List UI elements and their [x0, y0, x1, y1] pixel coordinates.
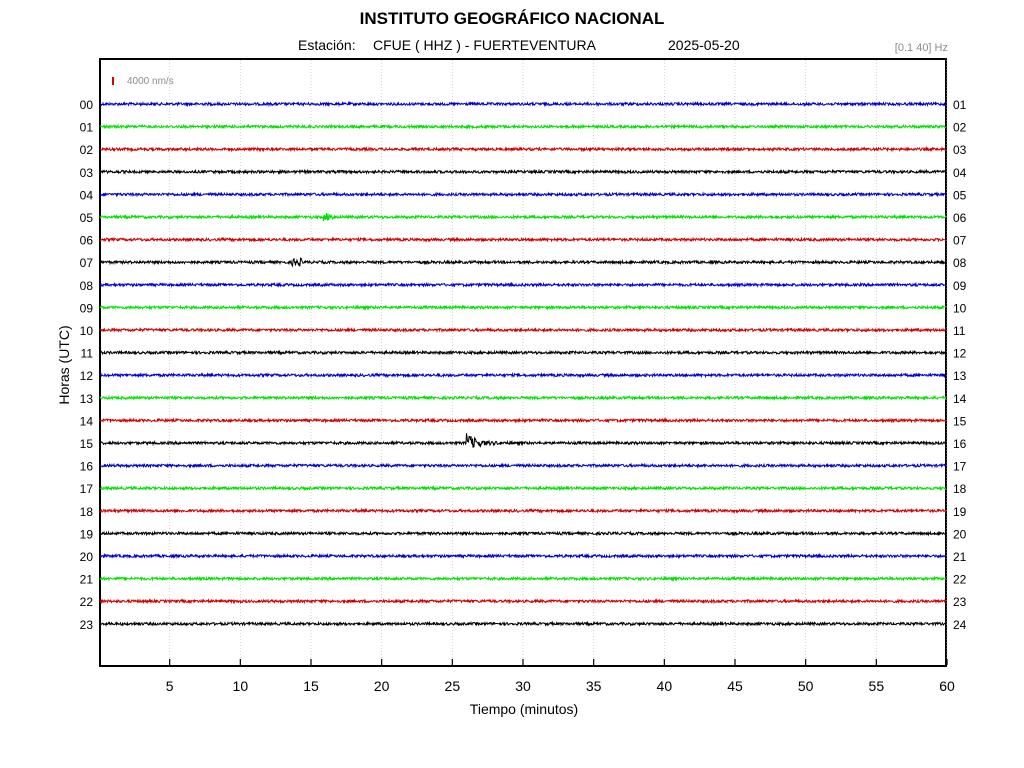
hour-label-left: 17 — [80, 482, 94, 496]
x-tick-label: 10 — [233, 678, 249, 694]
hour-label-right: 23 — [953, 595, 967, 609]
hour-label-left: 09 — [80, 301, 94, 315]
trace-hour-17 — [99, 484, 947, 492]
trace-hour-10 — [99, 326, 947, 334]
hour-label-right: 14 — [953, 392, 967, 406]
hour-label-left: 04 — [80, 188, 94, 202]
hour-label-right: 16 — [953, 437, 967, 451]
trace-hour-21 — [99, 575, 947, 582]
hour-label-right: 07 — [953, 234, 967, 248]
hour-label-left: 21 — [80, 573, 94, 587]
x-tick-label: 40 — [657, 678, 673, 694]
y-axis-label: Horas (UTC) — [56, 325, 72, 405]
x-tick-label: 15 — [303, 678, 319, 694]
x-tick-label: 45 — [727, 678, 743, 694]
hour-label-right: 09 — [953, 279, 967, 293]
hour-label-right: 10 — [953, 301, 967, 315]
trace-hour-20 — [100, 552, 947, 560]
hour-label-left: 02 — [80, 143, 94, 157]
chart-title: INSTITUTO GEOGRÁFICO NACIONAL — [359, 9, 665, 28]
hour-label-left: 06 — [80, 234, 94, 248]
hour-label-left: 01 — [80, 121, 94, 135]
trace-hour-03 — [99, 168, 947, 176]
hour-label-right: 08 — [953, 256, 967, 270]
x-tick-label: 5 — [166, 678, 174, 694]
hour-label-right: 17 — [953, 460, 967, 474]
hour-label-right: 02 — [953, 121, 967, 135]
hour-label-right: 13 — [953, 369, 967, 383]
x-tick-label: 35 — [586, 678, 602, 694]
hour-label-left: 16 — [80, 460, 94, 474]
trace-hour-09 — [99, 304, 947, 311]
trace-hour-02 — [99, 145, 947, 153]
x-tick-label: 20 — [374, 678, 390, 694]
hour-label-left: 18 — [80, 505, 94, 519]
hour-label-right: 06 — [953, 211, 967, 225]
hour-label-left: 19 — [80, 527, 94, 541]
hour-label-right: 11 — [953, 324, 966, 338]
hour-label-right: 22 — [953, 573, 967, 587]
filter-band: [0.1 40] Hz — [894, 42, 948, 54]
trace-hour-16 — [99, 462, 947, 469]
station-label: Estación: — [298, 37, 356, 53]
hour-label-left: 07 — [80, 256, 94, 270]
scale-bar — [112, 77, 114, 85]
trace-hour-04 — [99, 191, 947, 198]
trace-hour-22 — [99, 598, 947, 605]
trace-hour-08 — [99, 281, 947, 289]
x-tick-label: 55 — [869, 678, 885, 694]
x-tick-label: 60 — [939, 678, 955, 694]
x-tick-label: 50 — [798, 678, 814, 694]
trace-hour-11 — [99, 349, 947, 356]
hour-label-left: 22 — [80, 595, 94, 609]
trace-hour-07 — [99, 256, 947, 268]
trace-hour-23 — [99, 620, 947, 628]
trace-hour-12 — [99, 371, 947, 379]
x-tick-label: 25 — [445, 678, 461, 694]
hour-label-right: 20 — [953, 527, 967, 541]
plot-area — [99, 58, 947, 667]
hour-label-right: 15 — [953, 414, 967, 428]
hour-label-right: 19 — [953, 505, 967, 519]
hour-label-left: 14 — [80, 414, 94, 428]
hour-label-left: 11 — [81, 347, 94, 361]
hour-label-left: 00 — [80, 98, 94, 112]
hour-label-left: 03 — [80, 166, 94, 180]
hour-label-left: 05 — [80, 211, 94, 225]
station-name: CFUE ( HHZ ) - FUERTEVENTURA — [373, 37, 596, 53]
hour-label-right: 21 — [953, 550, 967, 564]
trace-hour-01 — [99, 123, 947, 130]
hour-label-left: 13 — [80, 392, 94, 406]
trace-hour-05 — [99, 213, 947, 222]
record-date: 2025-05-20 — [668, 37, 740, 53]
hour-label-right: 04 — [953, 166, 967, 180]
trace-hour-13 — [99, 394, 947, 402]
hour-label-left: 08 — [80, 279, 94, 293]
hour-label-left: 15 — [80, 437, 94, 451]
hour-label-right: 05 — [953, 188, 967, 202]
x-tick-label: 30 — [515, 678, 531, 694]
trace-hour-14 — [99, 417, 947, 424]
hour-label-right: 18 — [953, 482, 967, 496]
scale-label: 4000 nm/s — [127, 76, 174, 87]
hour-label-left: 10 — [80, 324, 94, 338]
hour-label-right: 01 — [953, 98, 967, 112]
trace-hour-06 — [99, 236, 947, 243]
hour-label-left: 12 — [80, 369, 94, 383]
trace-hour-18 — [99, 507, 947, 514]
trace-hour-19 — [99, 530, 947, 537]
hour-label-left: 23 — [80, 618, 94, 632]
hour-label-right: 03 — [953, 143, 967, 157]
trace-hour-00 — [99, 100, 947, 108]
hour-label-right: 24 — [953, 618, 967, 632]
hour-label-left: 20 — [80, 550, 94, 564]
x-axis-label: Tiempo (minutos) — [469, 701, 579, 717]
hour-label-right: 12 — [953, 347, 967, 361]
trace-hour-15 — [99, 433, 947, 449]
